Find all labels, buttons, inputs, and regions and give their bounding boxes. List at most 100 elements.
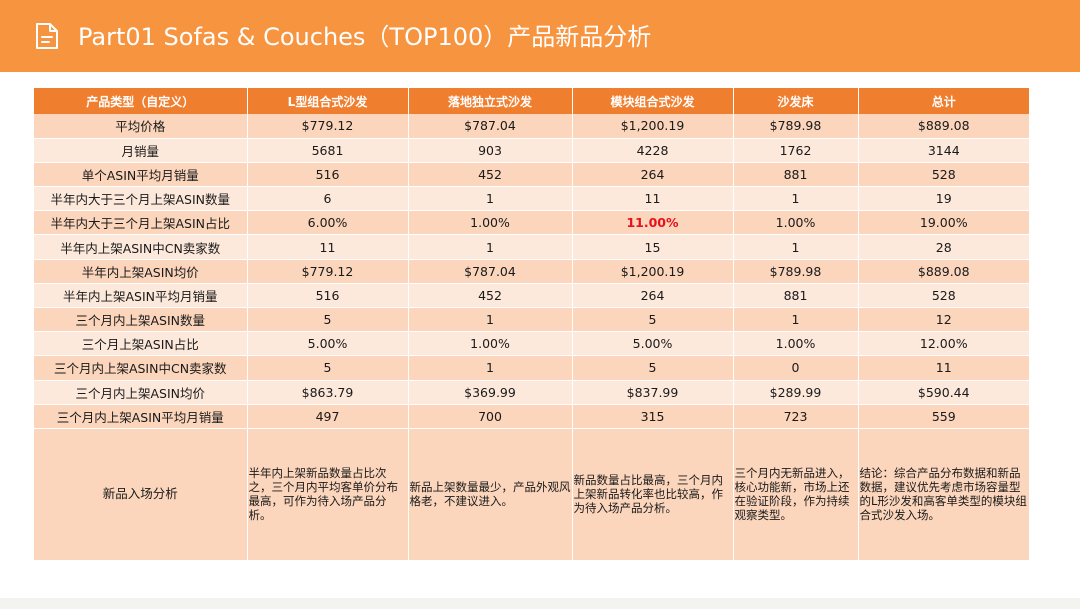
table-cell: 452: [408, 162, 573, 188]
table-cell: 1: [408, 234, 573, 260]
table-cell: 11: [247, 234, 409, 260]
table-cell: $789.98: [733, 259, 859, 284]
table-cell: 5: [247, 307, 409, 333]
table-header-row: 产品类型（自定义） L型组合式沙发 落地独立式沙发 模块组合式沙发 沙发床 总计: [34, 88, 1029, 114]
table-cell: 5.00%: [247, 331, 409, 357]
table-cell: 5.00%: [572, 331, 734, 357]
table-row: 三个月内上架ASIN均价 $863.79 $369.99 $837.99 $289.99…: [34, 380, 1029, 405]
table-cell: 1: [733, 307, 859, 333]
row-label: 平均价格: [34, 114, 248, 139]
table-cell: 1.00%: [408, 331, 573, 357]
data-table-container: 产品类型（自定义） L型组合式沙发 落地独立式沙发 模块组合式沙发 沙发床 总计…: [34, 88, 1029, 561]
row-label: 半年内上架ASIN中CN卖家数: [34, 234, 248, 260]
table-cell: 516: [247, 162, 409, 188]
column-header-l-shaped: L型组合式沙发: [247, 88, 409, 114]
header-bar: Part01 Sofas & Couches（TOP100）产品新品分析: [0, 0, 1080, 72]
table-cell: $863.79: [247, 380, 409, 405]
table-cell: 3144: [858, 138, 1029, 163]
analysis-cell: 三个月内无新品进入，核心功能新，市场上还在验证阶段，作为持续观察类型。: [733, 428, 859, 561]
table-cell: $289.99: [733, 380, 859, 405]
table-cell: 528: [858, 162, 1029, 188]
table-cell: 12.00%: [858, 331, 1029, 357]
table-row: 半年内上架ASIN均价 $779.12 $787.04 $1,200.19 $789.9…: [34, 259, 1029, 284]
table-cell: $837.99: [572, 380, 734, 405]
table-cell: 1.00%: [733, 210, 859, 236]
table-cell: $889.08: [858, 114, 1029, 139]
table-cell: 1.00%: [733, 331, 859, 357]
table-row: 三个月内上架ASIN中CN卖家数 5 1 5 0 11: [34, 355, 1029, 381]
table-cell: 315: [572, 404, 734, 429]
table-cell: 903: [408, 138, 573, 163]
table-row: 三个月上架ASIN占比 5.00% 1.00% 5.00% 1.00% 12.00%: [34, 331, 1029, 357]
table-cell: 19.00%: [858, 210, 1029, 236]
analysis-row: 新品入场分析 半年内上架新品数量占比次之，三个月内平均客单价分布最高，可作为待入场…: [34, 428, 1029, 561]
analysis-cell: 新品上架数量最少，产品外观风格老，不建议进入。: [408, 428, 573, 561]
row-label: 半年内上架ASIN均价: [34, 259, 248, 284]
row-label: 半年内大于三个月上架ASIN占比: [34, 210, 248, 236]
table-cell: 6.00%: [247, 210, 409, 236]
table-cell: 5: [572, 307, 734, 333]
table-cell: 1.00%: [408, 210, 573, 236]
table-cell: 5: [572, 355, 734, 381]
table-cell: 723: [733, 404, 859, 429]
table-cell: 15: [572, 234, 734, 260]
table-cell: 11: [572, 186, 734, 212]
table-cell: 700: [408, 404, 573, 429]
table-cell: 11.00%: [572, 210, 734, 236]
table-cell: 528: [858, 283, 1029, 309]
table-cell: $787.04: [408, 114, 573, 139]
table-cell: 4228: [572, 138, 734, 163]
table-row: 三个月内上架ASIN平均月销量 497 700 315 723 559: [34, 404, 1029, 429]
table-row: 半年内大于三个月上架ASIN占比 6.00% 1.00% 11.00% 1.00% 19.…: [34, 210, 1029, 236]
table-cell: 559: [858, 404, 1029, 429]
row-label: 三个月内上架ASIN数量: [34, 307, 248, 333]
analysis-cell: 结论：综合产品分布数据和新品数据，建议优先考虑市场容量型的L形沙发和高客单类型的…: [858, 428, 1029, 561]
new-product-table: 产品类型（自定义） L型组合式沙发 落地独立式沙发 模块组合式沙发 沙发床 总计…: [34, 88, 1029, 561]
table-cell: 1: [408, 186, 573, 212]
row-label: 半年内上架ASIN平均月销量: [34, 283, 248, 309]
row-label: 单个ASIN平均月销量: [34, 162, 248, 188]
footer-band: [0, 598, 1080, 609]
analysis-cell: 半年内上架新品数量占比次之，三个月内平均客单价分布最高，可作为待入场产品分析。: [247, 428, 409, 561]
table-cell: 452: [408, 283, 573, 309]
table-cell: 264: [572, 283, 734, 309]
table-row: 月销量 5681 903 4228 1762 3144: [34, 138, 1029, 163]
table-cell: 497: [247, 404, 409, 429]
table-cell: 12: [858, 307, 1029, 333]
table-cell: 264: [572, 162, 734, 188]
table-row: 平均价格 $779.12 $787.04 $1,200.19 $789.98 $889.0…: [34, 114, 1029, 139]
table-cell: 28: [858, 234, 1029, 260]
analysis-cell: 新品数量占比最高，三个月内上架新品转化率也比较高，作为待入场产品分析。: [572, 428, 734, 561]
page-title: Part01 Sofas & Couches（TOP100）产品新品分析: [78, 23, 652, 51]
column-header-total: 总计: [858, 88, 1029, 114]
table-cell: $889.08: [858, 259, 1029, 284]
table-cell: 1: [408, 355, 573, 381]
table-cell: 19: [858, 186, 1029, 212]
table-cell: 11: [858, 355, 1029, 381]
row-label: 三个月内上架ASIN均价: [34, 380, 248, 405]
table-row: 三个月内上架ASIN数量 5 1 5 1 12: [34, 307, 1029, 333]
table-row: 单个ASIN平均月销量 516 452 264 881 528: [34, 162, 1029, 188]
column-header-standalone: 落地独立式沙发: [408, 88, 573, 114]
table-cell: 881: [733, 162, 859, 188]
table-cell: 516: [247, 283, 409, 309]
column-header-type: 产品类型（自定义）: [34, 88, 248, 114]
row-label: 三个月内上架ASIN平均月销量: [34, 404, 248, 429]
table-cell: $779.12: [247, 114, 409, 139]
table-cell: 1: [733, 234, 859, 260]
table-row: 半年内上架ASIN中CN卖家数 11 1 15 1 28: [34, 234, 1029, 260]
table-cell: $590.44: [858, 380, 1029, 405]
table-cell: $1,200.19: [572, 259, 734, 284]
row-label: 三个月上架ASIN占比: [34, 331, 248, 357]
table-cell: 0: [733, 355, 859, 381]
row-label: 三个月内上架ASIN中CN卖家数: [34, 355, 248, 381]
document-icon: [36, 23, 58, 49]
table-cell: 6: [247, 186, 409, 212]
table-cell: $789.98: [733, 114, 859, 139]
table-cell: 5681: [247, 138, 409, 163]
column-header-modular: 模块组合式沙发: [572, 88, 734, 114]
row-label: 月销量: [34, 138, 248, 163]
table-cell: 5: [247, 355, 409, 381]
table-cell: 1: [733, 186, 859, 212]
